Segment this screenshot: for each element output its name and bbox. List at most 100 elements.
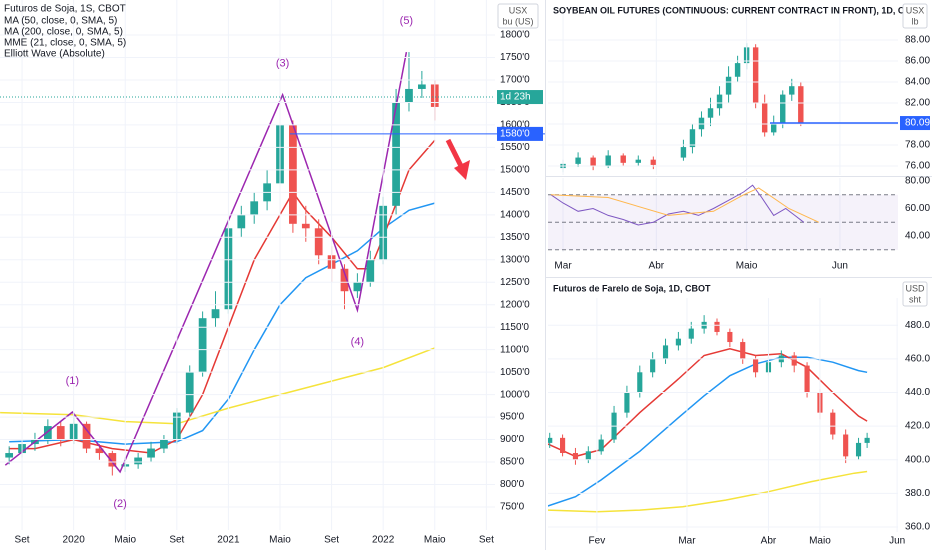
x-tick-label: Maio — [269, 535, 291, 546]
y-tick-label: 380.0 — [905, 488, 930, 499]
candle-body — [340, 268, 349, 292]
price-tag-label: 1580'0 — [500, 129, 530, 140]
candle-body — [82, 423, 91, 449]
candle-body — [548, 437, 553, 443]
legend: Futuros de Soja, 1S, CBOT MA (50, close,… — [4, 4, 924, 294]
candle-body — [761, 102, 768, 133]
x-tick-label: Jun — [832, 261, 848, 272]
x-tick-label: Maio — [114, 535, 136, 546]
x-tick-label: Mar — [678, 536, 696, 547]
y-tick-label: 1400'0 — [500, 209, 530, 220]
candle-body — [43, 426, 52, 440]
y-tick-label: 1300'0 — [500, 254, 530, 265]
y-tick-label: 360.0 — [905, 522, 930, 533]
candle-body — [635, 159, 641, 163]
unit-box — [497, 3, 539, 29]
candle-body — [198, 318, 207, 373]
y-tick-label: 1250'0 — [500, 277, 530, 288]
candle-body — [675, 338, 681, 346]
y-tick-label: 460.0 — [905, 353, 930, 364]
candle-body — [147, 448, 155, 458]
price-tag — [497, 126, 543, 141]
candle-body — [418, 84, 426, 89]
candle-body — [314, 228, 323, 256]
candle-body — [662, 345, 669, 359]
unit: lb — [911, 16, 918, 26]
candle-body — [237, 214, 246, 229]
x-tick-label: Abr — [761, 536, 777, 547]
candle-body — [185, 372, 194, 413]
x-tick-label: Jun — [889, 536, 905, 547]
x-tick-label: Set — [15, 535, 30, 546]
candle-body — [843, 434, 849, 457]
wave-label: (3) — [276, 58, 289, 70]
candle-body — [771, 123, 777, 133]
candle-body — [734, 63, 741, 77]
wave-label: (4) — [351, 336, 364, 348]
unit: sht — [909, 294, 922, 304]
candle-body — [727, 331, 733, 343]
rsi-plot — [548, 184, 898, 251]
candle-body — [353, 282, 362, 292]
candle-body — [572, 452, 579, 460]
y-tick-label: 60.00 — [905, 203, 930, 214]
y-tick-label: 1200'0 — [500, 299, 530, 310]
candle-body — [620, 155, 626, 163]
x-tick-label: Set — [169, 535, 184, 546]
candle-body — [650, 358, 656, 373]
wave-label: (1) — [66, 375, 79, 387]
x-tick-label: Fev — [589, 536, 606, 547]
x-tick-label: Maio — [809, 536, 831, 547]
ma-line — [548, 470, 868, 513]
wave-label: (5) — [400, 15, 413, 27]
candle-body — [698, 117, 705, 130]
candle-body — [560, 437, 566, 453]
rsi-line — [550, 187, 820, 223]
candle-body — [714, 321, 720, 332]
candle-body — [864, 437, 870, 443]
candle-body — [637, 372, 643, 393]
candle-body — [405, 88, 413, 103]
arrow — [445, 138, 470, 180]
y-tick-label: 440.0 — [905, 387, 930, 398]
x-tick-label: Set — [324, 535, 339, 546]
unit: USX — [906, 5, 925, 15]
y-tick-label: 1350'0 — [500, 232, 530, 243]
y-tick-label: 1800'0 — [500, 30, 530, 41]
y-tick-label: 1500'0 — [500, 165, 530, 176]
candle-body — [250, 201, 259, 215]
candle-body — [789, 86, 795, 95]
candle-body — [798, 86, 804, 124]
y-tick-label: 84.00 — [905, 77, 930, 88]
unit-boxes: USX bu (US) USX lb USD sht — [497, 3, 928, 307]
chart: 360.0 380.0 400.0 420.0 440.0 460.0 480.0 Fev Ma… — [548, 298, 930, 547]
y-tick-label: 1150'0 — [500, 322, 529, 333]
candle-body — [585, 451, 591, 460]
legend-entry: MME (21, close, 0, SMA, 5) — [4, 38, 126, 49]
x-tick-label: 2022 — [372, 535, 395, 546]
candle-body — [804, 365, 810, 393]
y-tick-label: 400.0 — [905, 454, 930, 465]
chart: 750'0 800'0 850'0 900'0 950'0 1000'0 1050'0 110… — [0, 0, 545, 546]
legend-entry: Elliott Wave (Absolute) — [4, 49, 105, 60]
y-tick-label: 1100'0 — [500, 344, 529, 355]
candle-body — [716, 94, 723, 109]
unit: USX — [509, 5, 528, 15]
legend-entry: MA (50, close, 0, SMA, 5) — [4, 16, 117, 27]
candle-body — [95, 448, 104, 454]
plot — [560, 43, 804, 173]
y-tick-label: 86.00 — [905, 56, 930, 67]
y-tick-label: 1550'0 — [500, 142, 530, 153]
y-tick-label: 88.00 — [905, 35, 930, 46]
candle-body — [392, 102, 400, 206]
candle-body — [707, 108, 714, 118]
wave-label: (2) — [113, 498, 126, 510]
candle-body — [753, 358, 759, 373]
y-tick-label: 750'0 — [500, 502, 525, 513]
candle-body — [289, 124, 297, 224]
candle-body — [725, 76, 732, 95]
y-tick-label: 78.00 — [905, 140, 930, 151]
price-tag — [497, 90, 543, 105]
